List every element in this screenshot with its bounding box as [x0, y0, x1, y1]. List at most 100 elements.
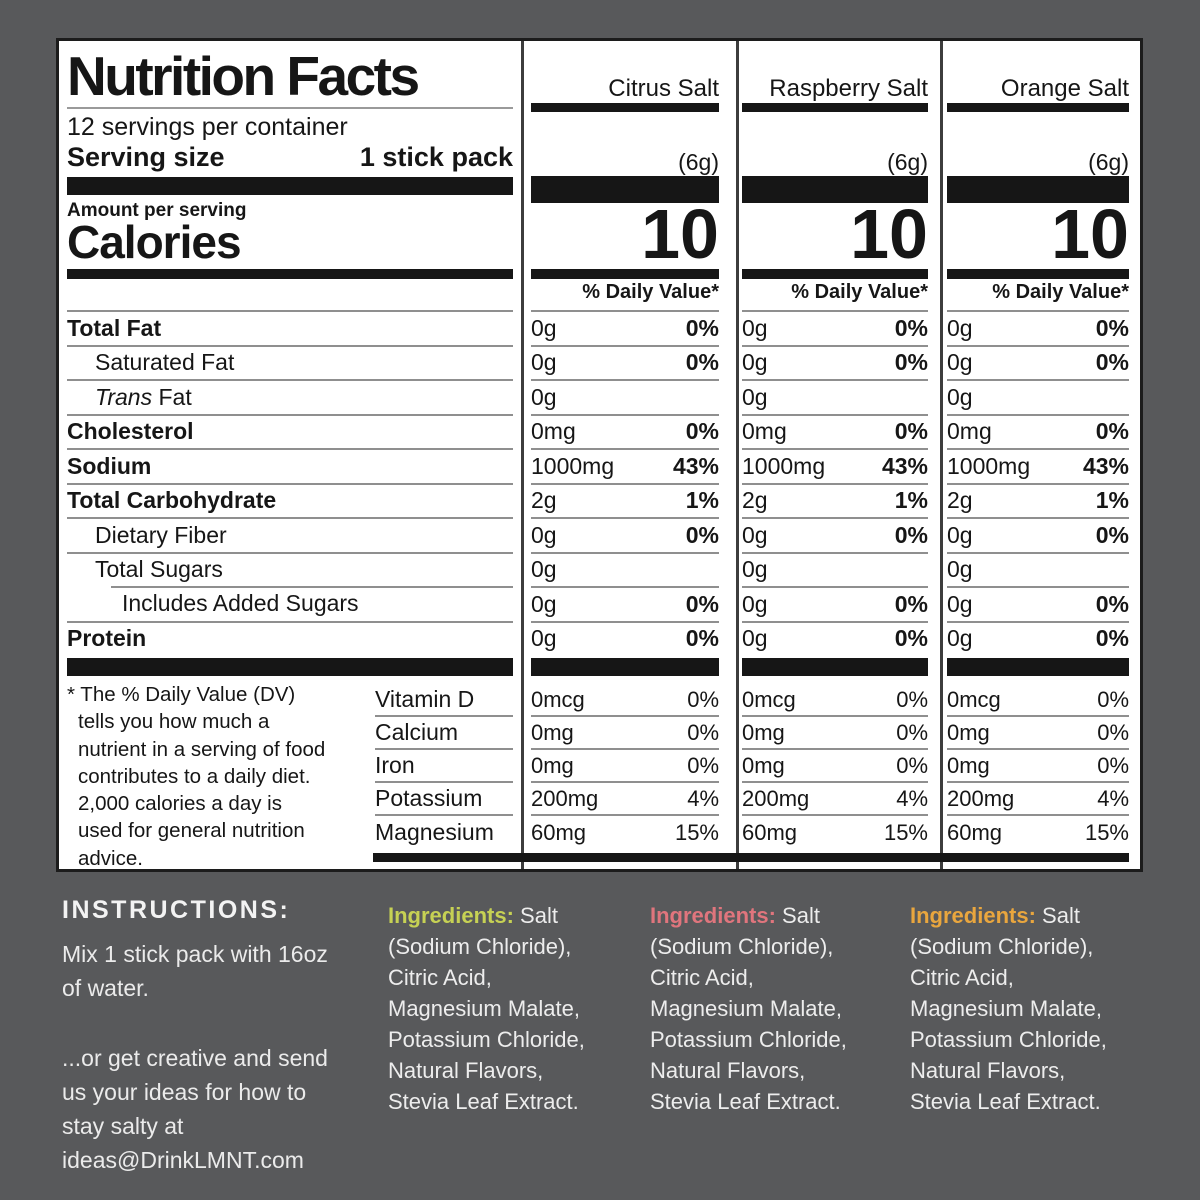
nutrient-value-row: 0mg 0%	[742, 413, 928, 449]
flavor-header: Citrus Salt (6g) 10 % Daily Value*	[531, 41, 719, 310]
vitamin-daily-value: 0%	[1097, 686, 1129, 712]
nutrient-daily-value: 43%	[672, 452, 719, 479]
divider-bar	[947, 176, 1129, 203]
nutrient-daily-value: 0%	[894, 418, 928, 445]
nutrient-labels: Total Fat Saturated Fat Trans Fat Cholester…	[67, 310, 513, 655]
vitamin-values: 0mcg 0% 0mg 0% 0mg 0% 200mg 4% 60mg 15%	[742, 684, 928, 849]
nutrient-label: Dietary Fiber	[95, 521, 227, 548]
nutrient-daily-value: 1%	[685, 487, 719, 514]
nutrient-amount: 0g	[531, 349, 557, 376]
nutrient-daily-value: 0%	[685, 349, 719, 376]
ingredients-text: Salt (Sodium Chloride), Citric Acid, Mag…	[650, 903, 847, 1114]
vitamin-labels: Vitamin D Calcium Iron Potassium Magnesium	[375, 684, 513, 849]
vitamin-amount: 0mg	[742, 719, 785, 745]
vitamin-amount: 200mg	[947, 785, 1015, 811]
vitamin-value-row: 0mg 0%	[531, 750, 719, 783]
nutrient-amount: 2g	[531, 487, 557, 514]
flavor-column-orange-salt: Orange Salt (6g) 10 % Daily Value* 0g 0% 0…	[947, 41, 1129, 869]
nutrient-label-row: Protein	[67, 620, 513, 656]
nutrient-daily-value: 0%	[894, 521, 928, 548]
vitamin-value-row: 0mcg 0%	[947, 684, 1129, 717]
nutrient-amount: 1000mg	[742, 452, 826, 479]
vitamin-label-row: Magnesium	[375, 816, 513, 849]
instructions-text: ...or get creative and send us your idea…	[62, 1045, 328, 1173]
nutrient-daily-value: 0%	[1095, 314, 1129, 341]
vitamin-value-row: 0mcg 0%	[531, 684, 719, 717]
vitamin-amount: 0mg	[531, 752, 574, 778]
nutrient-amount: 0g	[531, 590, 557, 617]
nutrient-daily-value: 0%	[685, 418, 719, 445]
nutrient-value-row: 0mg 0%	[531, 413, 719, 449]
flavor-name: Orange Salt	[1000, 75, 1129, 102]
divider-bar	[742, 658, 928, 676]
nutrient-amount: 0g	[742, 625, 768, 652]
vitamin-daily-value: 0%	[687, 752, 719, 778]
nutrient-daily-value: 0%	[1095, 521, 1129, 548]
flavor-header: Raspberry Salt (6g) 10 % Daily Value*	[742, 41, 928, 310]
ingredients-raspberry: Ingredients: Salt (Sodium Chloride), Cit…	[650, 900, 855, 1117]
nutrient-label: Includes Added Sugars	[122, 589, 359, 616]
vitamin-label: Vitamin D	[375, 686, 475, 712]
divider-rule	[67, 107, 513, 109]
nutrient-values: 0g 0% 0g 0% 0g 0mg 0% 1000mg 43% 2g 1% 0g 0% 0g 0g 0% 0g…	[531, 310, 719, 655]
nutrient-label: Cholesterol	[67, 418, 194, 445]
nutrient-daily-value: 1%	[894, 487, 928, 514]
nutrient-amount: 0g	[742, 556, 768, 583]
vitamin-daily-value: 0%	[687, 719, 719, 745]
nutrient-value-row: 0g	[947, 551, 1129, 587]
nutrient-value-row: 0g	[742, 379, 928, 414]
nutrient-label-row: Total Sugars	[67, 551, 513, 587]
label-left-column: Nutrition Facts 12 servings per containe…	[67, 41, 513, 870]
nutrient-label: Total Sugars	[95, 556, 223, 583]
nutrient-value-row: 0g 0%	[531, 344, 719, 380]
divider-bar	[742, 176, 928, 203]
vitamin-label: Iron	[375, 752, 415, 778]
nutrient-daily-value: 0%	[894, 625, 928, 652]
ingredients-text: Salt (Sodium Chloride), Citric Acid, Mag…	[910, 903, 1107, 1114]
ingredients-citrus: Ingredients: Salt (Sodium Chloride), Cit…	[388, 900, 593, 1117]
divider-bar	[531, 103, 719, 112]
calories-value: 10	[850, 195, 928, 273]
daily-value-footnote: * The % Daily Value (DV) tells you how m…	[67, 683, 326, 870]
vitamin-label-row: Potassium	[375, 783, 513, 816]
nutrient-daily-value: 0%	[1095, 418, 1129, 445]
nutrient-value-row: 0g 0%	[531, 310, 719, 345]
nutrient-daily-value: 0%	[685, 521, 719, 548]
ingredients-label: Ingredients:	[388, 903, 514, 928]
nutrient-amount: 2g	[742, 487, 768, 514]
vitamin-value-row: 0mg 0%	[531, 717, 719, 750]
divider-bar	[531, 269, 719, 279]
nutrient-value-row: 0g 0%	[947, 586, 1129, 621]
serving-weight: (6g)	[1088, 149, 1129, 175]
nutrient-value-row: 2g 1%	[742, 482, 928, 518]
flavor-name: Citrus Salt	[608, 75, 719, 102]
nutrient-amount: 0g	[531, 314, 557, 341]
nutrient-amount: 0g	[947, 556, 973, 583]
vitamin-values: 0mcg 0% 0mg 0% 0mg 0% 200mg 4% 60mg 15%	[531, 684, 719, 849]
vitamin-daily-value: 0%	[896, 752, 928, 778]
nutrient-value-row: 0g 0%	[947, 517, 1129, 552]
vitamin-amount: 0mcg	[531, 686, 585, 712]
nutrient-label: Total Fat	[67, 314, 162, 341]
calories-label: Calories	[67, 216, 242, 268]
instructions-title: INSTRUCTIONS:	[62, 896, 291, 924]
nutrient-label-row: Includes Added Sugars	[67, 586, 513, 621]
divider-bar	[67, 269, 513, 279]
vitamin-value-row: 0mg 0%	[947, 750, 1129, 783]
vitamin-amount: 60mg	[531, 819, 587, 845]
vitamin-value-row: 200mg 4%	[742, 783, 928, 816]
nutrient-amount: 0g	[742, 590, 768, 617]
nutrient-label: Total Carbohydrate	[67, 487, 277, 514]
nutrient-label-row: Total Fat	[67, 310, 513, 345]
vitamin-daily-value: 0%	[1097, 752, 1129, 778]
vitamin-daily-value: 4%	[1097, 785, 1129, 811]
vitamin-value-row: 0mcg 0%	[742, 684, 928, 717]
nutrient-label: Protein	[67, 625, 147, 652]
label-header: Nutrition Facts 12 servings per containe…	[67, 41, 513, 310]
divider-bar	[531, 176, 719, 203]
vitamin-amount: 60mg	[947, 819, 1003, 845]
vitamin-label: Magnesium	[375, 819, 494, 845]
vitamin-daily-value: 0%	[896, 719, 928, 745]
nutrient-amount: 0g	[742, 521, 768, 548]
vitamin-daily-value: 15%	[883, 819, 928, 845]
